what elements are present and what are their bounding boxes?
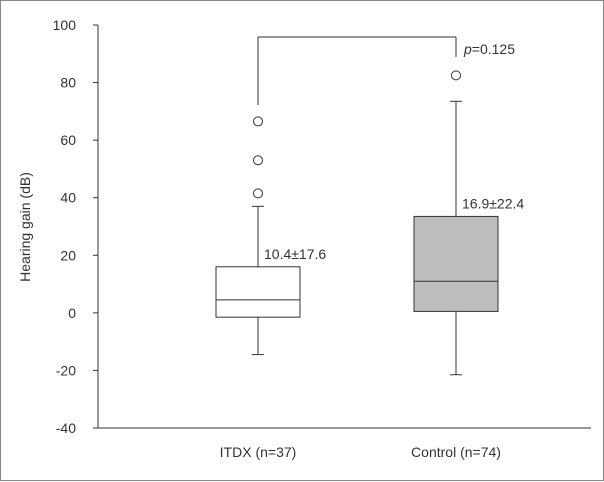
y-tick-label: 60 (60, 132, 76, 148)
y-tick-label: 80 (60, 75, 76, 91)
y-tick-label: 20 (60, 247, 76, 263)
outlier-point (253, 116, 263, 127)
iqr-box (413, 215, 499, 312)
comparison-annotation: p=0.125 (257, 36, 515, 105)
y-tick-label: 40 (60, 190, 76, 206)
outlier-point (451, 70, 461, 81)
iqr-box (215, 266, 301, 318)
p-symbol: p (463, 41, 472, 57)
y-tick-label: -40 (56, 420, 76, 436)
box-1: 10.4±17.6 ITDX (n=37) (215, 116, 326, 460)
y-axis: -40 -20 0 20 40 60 80 100 (53, 17, 591, 436)
x-category-label: Control (n=74) (411, 444, 501, 460)
y-tick-label: -20 (56, 362, 76, 378)
stat-label: 16.9±22.4 (462, 195, 524, 211)
box-2: 16.9±22.4 Control (n=74) (411, 70, 524, 460)
y-tick-label: 0 (68, 305, 76, 321)
y-axis-title: Hearing gain (dB) (17, 172, 33, 282)
box-layer: 10.4±17.6 ITDX (n=37) 16.9±22.4 Control (n=… (215, 70, 524, 460)
stat-label: 10.4±17.6 (264, 246, 326, 262)
p-value: =0.125 (472, 41, 515, 57)
outlier-point (253, 188, 263, 199)
p-value-label: p=0.125 (463, 41, 515, 57)
y-tick-label: 100 (53, 17, 77, 33)
outlier-point (253, 155, 263, 166)
x-category-label: ITDX (n=37) (220, 444, 297, 460)
